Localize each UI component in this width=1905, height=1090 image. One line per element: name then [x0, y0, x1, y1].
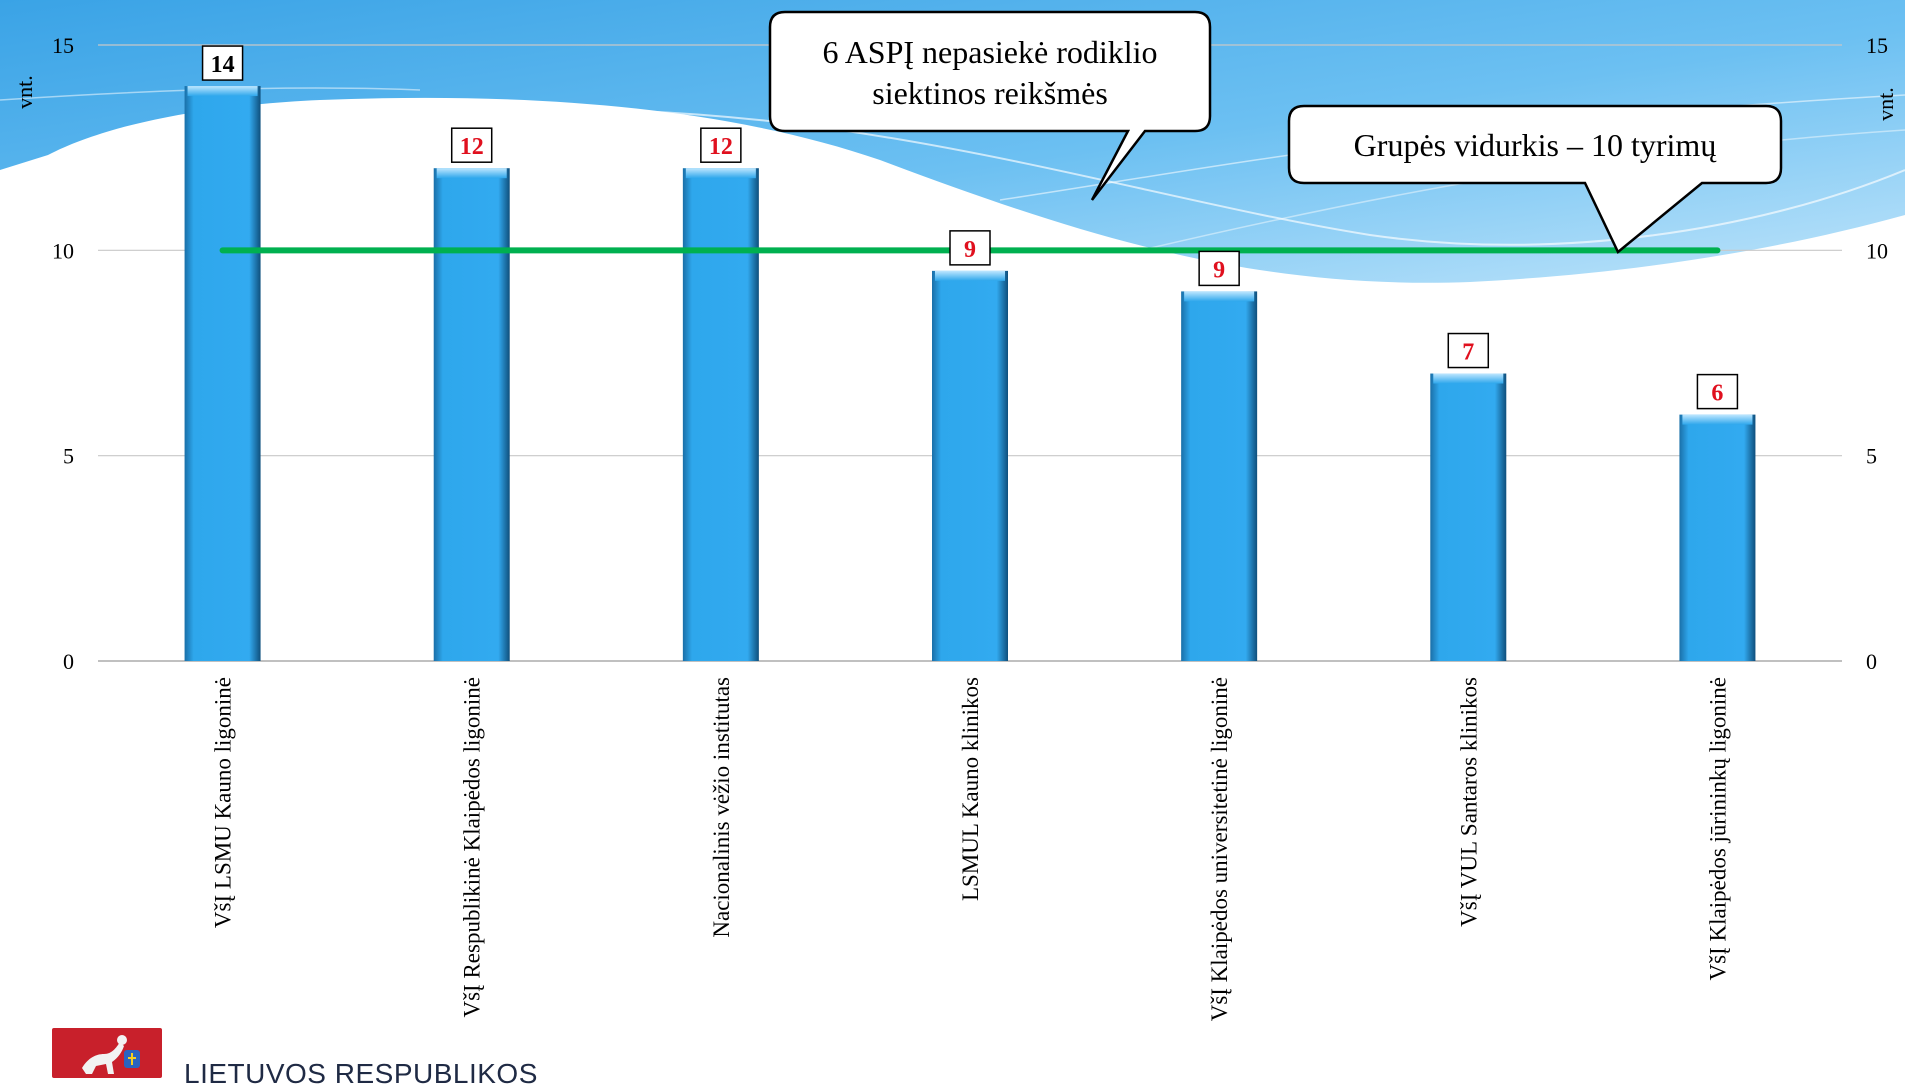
callout-not-reached-line-2: siektinos reikšmės — [872, 75, 1108, 111]
bar-top-1 — [436, 168, 507, 179]
callout-group-average-text: Grupės vidurkis – 10 tyrimų — [1354, 127, 1718, 163]
data-label-5: 7 — [1462, 340, 1474, 366]
data-label-3: 9 — [964, 237, 976, 263]
category-label-0: VšĮ LSMU Kauno ligoninė — [211, 677, 236, 928]
bar-4 — [1181, 291, 1258, 661]
category-label-3: LSMUL Kauno klinikos — [958, 677, 983, 901]
y-tick-left-10: 10 — [52, 238, 74, 263]
category-labels: VšĮ LSMU Kauno ligoninė VšĮ Respublikinė … — [211, 677, 1731, 1021]
organization-name: LIETUVOS RESPUBLIKOS — [184, 1058, 538, 1089]
bar-3 — [932, 270, 1008, 661]
coat-of-arms-logo — [52, 1028, 162, 1078]
bar-5 — [1430, 373, 1507, 661]
callout-not-reached: 6 ASPĮ nepasiekė rodiklio siektinos reik… — [768, 10, 1212, 201]
data-label-box-1 — [450, 127, 493, 163]
bar-top-5 — [1433, 373, 1504, 384]
y-tick-left-0: 0 — [63, 649, 74, 674]
data-label-box-3 — [949, 230, 991, 266]
bar-top-2 — [685, 168, 756, 179]
data-label-box-0 — [201, 45, 244, 81]
data-label-2: 12 — [709, 134, 733, 160]
y-tick-right-15: 15 — [1866, 33, 1888, 58]
axis-ticks: 0 0 5 5 10 10 15 15 — [52, 33, 1888, 674]
data-label-box-4 — [1198, 250, 1240, 287]
y-tick-left-15: 15 — [52, 33, 74, 58]
bar-top-3 — [935, 270, 1005, 281]
data-label-4: 9 — [1213, 257, 1225, 283]
category-label-4: VšĮ Klaipėdos universitetinė ligoninė — [1207, 677, 1232, 1021]
bar-0 — [184, 86, 261, 662]
data-label-box-6 — [1696, 373, 1739, 410]
y-tick-right-10: 10 — [1866, 238, 1888, 263]
data-labels: 14 12 12 9 9 7 6 — [201, 45, 1739, 410]
data-label-1: 12 — [460, 134, 484, 160]
bar-6 — [1679, 414, 1756, 661]
y-tick-left-5: 5 — [63, 444, 74, 469]
data-label-box-2 — [700, 127, 742, 163]
bar-top-0 — [187, 86, 258, 97]
bar-2 — [682, 168, 759, 661]
category-label-5: VšĮ VUL Santaros klinikos — [1456, 677, 1481, 927]
y-tick-right-5: 5 — [1866, 444, 1877, 469]
y-axis-title-right: vnt. — [1873, 87, 1898, 121]
data-label-box-5 — [1447, 332, 1490, 369]
category-label-2: Nacionalinis vėžio institutas — [709, 677, 734, 938]
bar-top-4 — [1184, 291, 1255, 302]
y-tick-right-0: 0 — [1866, 649, 1877, 674]
y-axis-title-left: vnt. — [12, 75, 37, 109]
callout-not-reached-line-1: 6 ASPĮ nepasiekė rodiklio — [822, 34, 1157, 70]
callout-group-average: Grupės vidurkis – 10 tyrimų — [1287, 104, 1783, 254]
category-label-1: VšĮ Respublikinė Klaipėdos ligoninė — [460, 677, 485, 1018]
bar-1 — [433, 168, 510, 661]
data-label-0: 14 — [211, 52, 235, 78]
bar-top-6 — [1682, 414, 1753, 425]
data-label-6: 6 — [1711, 381, 1723, 407]
category-label-6: VšĮ Klaipėdos jūrininkų ligoninė — [1705, 677, 1730, 980]
